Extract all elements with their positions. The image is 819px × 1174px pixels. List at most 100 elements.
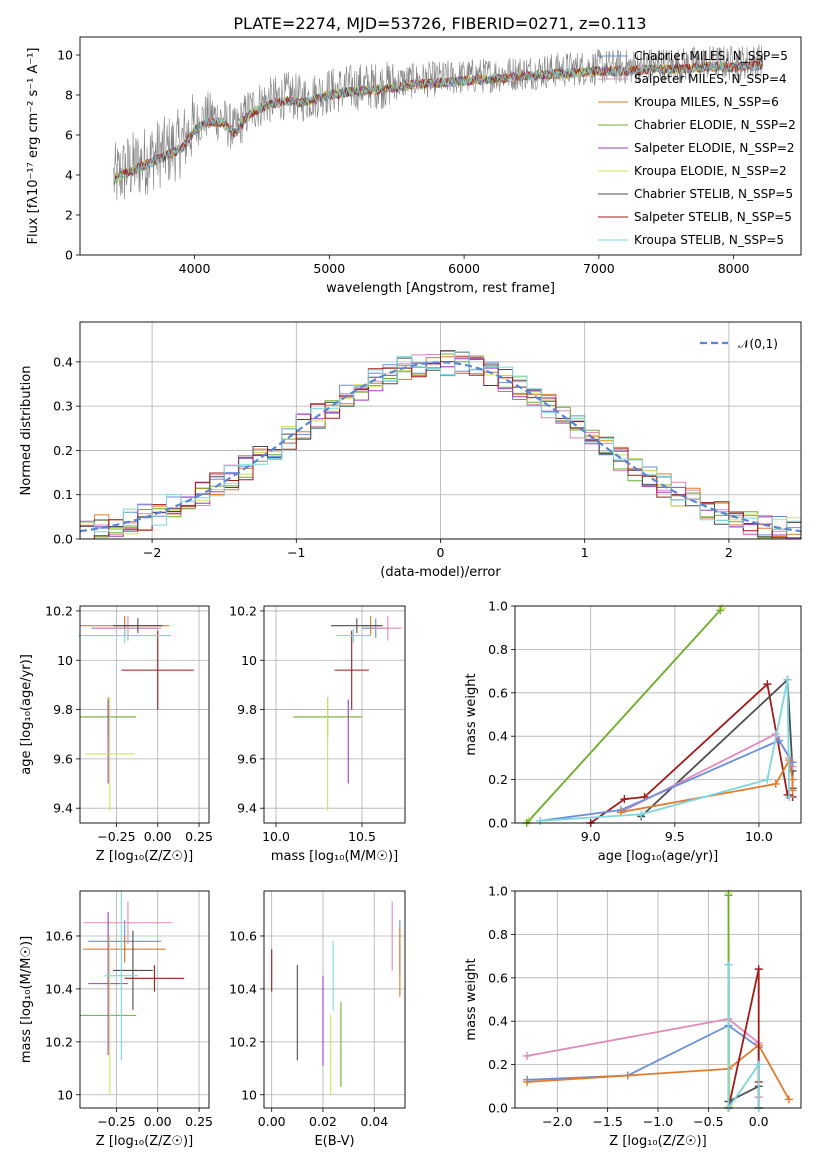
legend-label: Chabrier MILES, N_SSP=5 bbox=[634, 49, 788, 63]
spectrum-model-line bbox=[113, 60, 764, 183]
y-tick-label: 2 bbox=[65, 208, 73, 223]
x-tick-label: −0.25 bbox=[97, 829, 135, 844]
x-axis-label: (data-model)/error bbox=[380, 565, 501, 580]
x-tick-label: 0.00 bbox=[144, 1114, 172, 1129]
axes-frame bbox=[79, 605, 210, 824]
x-tick-label: 1 bbox=[581, 545, 589, 560]
y-tick-label: 0.0 bbox=[53, 532, 73, 547]
x-tick-label: −1.0 bbox=[643, 1114, 673, 1129]
y-tick-label: 0.4 bbox=[488, 729, 508, 744]
legend-label: Chabrier ELODIE, N_SSP=2 bbox=[634, 118, 796, 132]
axes-frame bbox=[79, 36, 802, 256]
weight-marker bbox=[771, 779, 780, 788]
y-tick-label: 0 bbox=[65, 248, 73, 263]
legend-label: Salpeter ELODIE, N_SSP=2 bbox=[634, 141, 795, 155]
spectrum-legend: Chabrier MILES, N_SSP=5 Salpeter MILES, N… bbox=[598, 49, 796, 247]
weight-marker bbox=[754, 1060, 763, 1069]
x-axis-label: wavelength [Angstrom, rest frame] bbox=[326, 281, 555, 296]
x-tick-label: 7000 bbox=[583, 261, 615, 276]
x-tick-label: 4000 bbox=[179, 261, 211, 276]
x-tick-label: −2 bbox=[143, 545, 161, 560]
y-tick-label: 0.2 bbox=[488, 1057, 508, 1072]
weight-marker bbox=[763, 680, 772, 689]
x-tick-label: 2 bbox=[725, 545, 733, 560]
y-axis-label: Flux [fλ10⁻¹⁷ erg cm⁻² s⁻¹ A⁻¹] bbox=[26, 48, 41, 245]
y-axis-label: mass weight bbox=[464, 958, 479, 1040]
y-tick-label: 10 bbox=[241, 1087, 257, 1102]
y-tick-label: 10.6 bbox=[45, 928, 73, 943]
x-axis-label: Z [log₁₀(Z/Z☉)] bbox=[96, 1134, 193, 1149]
x-tick-label: 6000 bbox=[448, 261, 480, 276]
y-tick-label: 9.4 bbox=[237, 801, 257, 816]
legend-label: Salpeter MILES, N_SSP=4 bbox=[634, 72, 787, 86]
weight-line bbox=[727, 964, 760, 1111]
x-axis-label: E(B-V) bbox=[314, 1134, 354, 1149]
y-tick-label: 8 bbox=[65, 88, 73, 103]
x-tick-label: 0.02 bbox=[309, 1114, 337, 1129]
mass-vs-ebv-panel: 0.00 0.02 0.04 10 10.2 10.4 10.6 E(B-V) bbox=[229, 890, 406, 1149]
weight-line bbox=[526, 609, 721, 824]
y-tick-label: 0.0 bbox=[488, 1101, 508, 1116]
y-tick-label: 10 bbox=[57, 653, 73, 668]
x-tick-label: 9.5 bbox=[665, 829, 685, 844]
x-tick-label: 0.25 bbox=[185, 829, 213, 844]
x-tick-label: 0.04 bbox=[360, 1114, 388, 1129]
legend-label: 𝒩(0,1) bbox=[738, 337, 778, 351]
x-tick-label: −1.5 bbox=[592, 1114, 622, 1129]
legend-label: Salpeter STELIB, N_SSP=5 bbox=[634, 210, 792, 224]
y-axis-label: age [log₁₀(age/yr)] bbox=[19, 654, 34, 775]
figure-title: PLATE=2274, MJD=53726, FIBERID=0271, z=0… bbox=[233, 14, 646, 33]
y-tick-label: 0.3 bbox=[53, 399, 73, 414]
weight-marker bbox=[785, 792, 794, 801]
y-tick-label: 0.4 bbox=[488, 1014, 508, 1029]
axes-frame bbox=[263, 890, 406, 1109]
y-tick-label: 1.0 bbox=[488, 599, 508, 614]
x-tick-label: 9.0 bbox=[581, 829, 601, 844]
weight-marker bbox=[536, 816, 545, 825]
legend-label: Kroupa MILES, N_SSP=6 bbox=[634, 95, 779, 109]
weight-marker bbox=[763, 775, 772, 784]
x-axis-label: age [log₁₀(age/yr)] bbox=[598, 849, 719, 864]
y-tick-label: 10.6 bbox=[229, 928, 257, 943]
weight-marker bbox=[724, 960, 733, 969]
axes-frame bbox=[79, 321, 802, 540]
y-tick-label: 10 bbox=[57, 1087, 73, 1102]
gaussian-curve bbox=[80, 361, 801, 533]
weight-line bbox=[527, 1024, 760, 1108]
histogram-step bbox=[80, 351, 801, 537]
x-tick-label: 0 bbox=[437, 545, 445, 560]
y-tick-label: 4 bbox=[65, 168, 73, 183]
x-tick-label: −0.25 bbox=[97, 1114, 135, 1129]
x-tick-label: 10.0 bbox=[745, 829, 773, 844]
x-axis-label: mass [log₁₀(M/M☉)] bbox=[271, 849, 398, 864]
weight-marker bbox=[523, 1077, 532, 1086]
axes-frame bbox=[514, 605, 802, 824]
y-tick-label: 0.1 bbox=[53, 487, 73, 502]
y-tick-label: 10.2 bbox=[229, 603, 257, 618]
weight-marker bbox=[716, 606, 725, 615]
weight-line bbox=[526, 1018, 760, 1098]
x-tick-label: 8000 bbox=[718, 261, 750, 276]
mass-weight-vs-age-panel: 9.0 9.5 10.0 0.0 0.2 0.4 0.6 0.8 1.0 age [log₁₀(a… bbox=[464, 599, 802, 864]
residuals-plot-area bbox=[80, 350, 801, 539]
weight-line bbox=[527, 1043, 790, 1100]
x-tick-label: 0.00 bbox=[144, 829, 172, 844]
age-vs-z-panel: −0.25 0.00 0.25 9.4 9.6 9.8 10 10.2 Z [log₁₀(Z/Z… bbox=[19, 603, 213, 864]
weight-line bbox=[540, 739, 794, 822]
y-tick-label: 10.2 bbox=[229, 1034, 257, 1049]
x-tick-label: 10.0 bbox=[262, 829, 290, 844]
y-tick-label: 9.6 bbox=[237, 751, 257, 766]
y-tick-label: 0.8 bbox=[488, 927, 508, 942]
x-tick-label: 0.0 bbox=[749, 1114, 769, 1129]
y-tick-label: 0.2 bbox=[488, 772, 508, 787]
x-tick-label: −1 bbox=[287, 545, 305, 560]
mass-vs-z-panel: −0.25 0.00 0.25 10 10.2 10.4 10.6 Z [log₁₀(Z/Z☉… bbox=[19, 890, 213, 1149]
y-tick-label: 10 bbox=[57, 48, 73, 63]
histogram-step bbox=[80, 356, 801, 539]
x-axis-label: Z [log₁₀(Z/Z☉)] bbox=[609, 1134, 706, 1149]
x-tick-label: 5000 bbox=[313, 261, 345, 276]
residuals-panel: −2 −1 0 1 2 0.0 0.1 0.2 0.3 0.4 (data-model)/error… bbox=[19, 321, 802, 580]
weight-marker bbox=[783, 675, 792, 684]
mass-weight-vs-z-panel: −2.0 −1.5 −1.0 −0.5 0.0 0.0 0.2 0.4 0.6 0.8 1.0 Z [… bbox=[464, 884, 802, 1149]
